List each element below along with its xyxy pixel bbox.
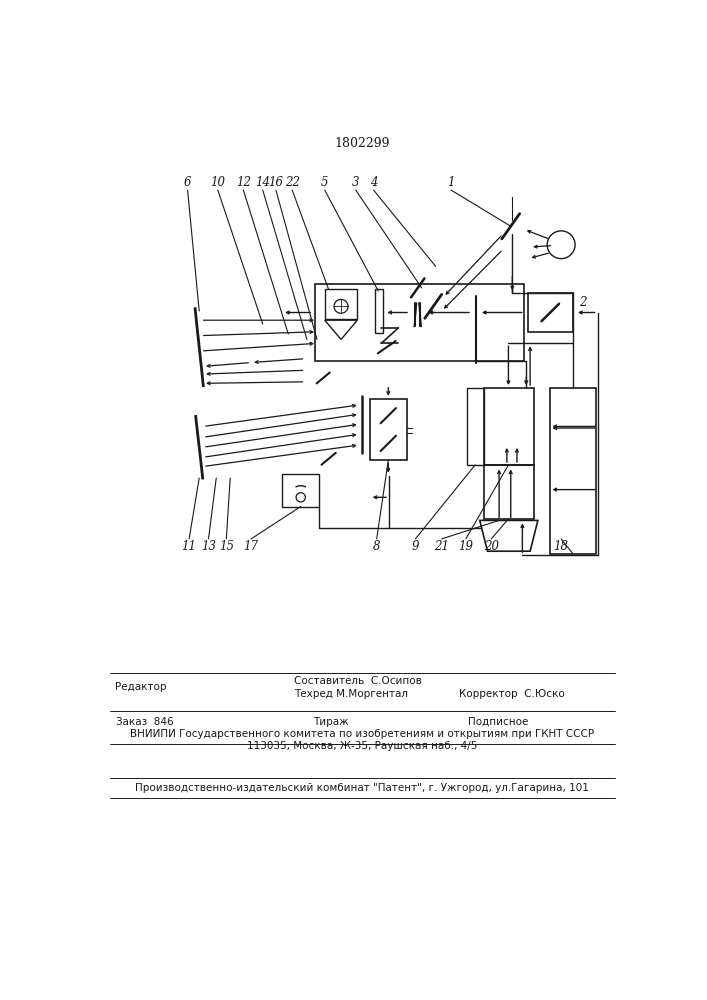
Bar	[467, 388, 484, 465]
Text: 9: 9	[411, 540, 419, 553]
Bar	[549, 388, 596, 554]
Text: 1: 1	[448, 176, 455, 189]
Text: Техред М.Моргентал: Техред М.Моргентал	[293, 689, 408, 699]
Bar	[484, 388, 534, 465]
Bar	[370, 399, 407, 460]
Text: 3: 3	[352, 176, 359, 189]
Text: 113035, Москва, Ж-35, Раушская наб., 4/5: 113035, Москва, Ж-35, Раушская наб., 4/5	[247, 741, 477, 751]
Text: Подписное: Подписное	[468, 717, 529, 727]
Text: 15: 15	[219, 540, 234, 553]
Text: 16: 16	[269, 176, 284, 189]
Text: 5: 5	[321, 176, 329, 189]
Text: 6: 6	[184, 176, 192, 189]
Text: Редактор: Редактор	[115, 682, 167, 692]
Text: Корректор  С.Юско: Корректор С.Юско	[459, 689, 565, 699]
Text: Тираж: Тираж	[313, 717, 349, 727]
Bar	[375, 289, 383, 333]
Text: 14: 14	[255, 176, 270, 189]
Bar	[325, 289, 357, 319]
Bar	[282, 474, 320, 507]
Text: 10: 10	[210, 176, 226, 189]
Bar	[528, 293, 573, 332]
Text: 4: 4	[370, 176, 378, 189]
Text: 12: 12	[236, 176, 251, 189]
Text: 17: 17	[244, 540, 259, 553]
Text: Производственно-издательский комбинат "Патент", г. Ужгород, ул.Гагарина, 101: Производственно-издательский комбинат "П…	[135, 783, 589, 793]
Text: Составитель  С.Осипов: Составитель С.Осипов	[293, 676, 421, 686]
Text: 8: 8	[373, 540, 380, 553]
Text: 18: 18	[554, 540, 568, 553]
Text: 1802299: 1802299	[334, 137, 390, 150]
Text: 21: 21	[434, 540, 449, 553]
Text: 13: 13	[201, 540, 216, 553]
Text: ВНИИПИ Государственного комитета по изобретениям и открытиям при ГКНТ СССР: ВНИИПИ Государственного комитета по изоб…	[130, 729, 594, 739]
Text: 19: 19	[458, 540, 473, 553]
Text: 11: 11	[182, 540, 197, 553]
Text: Заказ  846: Заказ 846	[115, 717, 173, 727]
Text: 22: 22	[285, 176, 300, 189]
Text: 20: 20	[484, 540, 499, 553]
Bar	[315, 284, 524, 361]
Text: 2: 2	[579, 296, 586, 309]
Bar	[484, 465, 534, 519]
